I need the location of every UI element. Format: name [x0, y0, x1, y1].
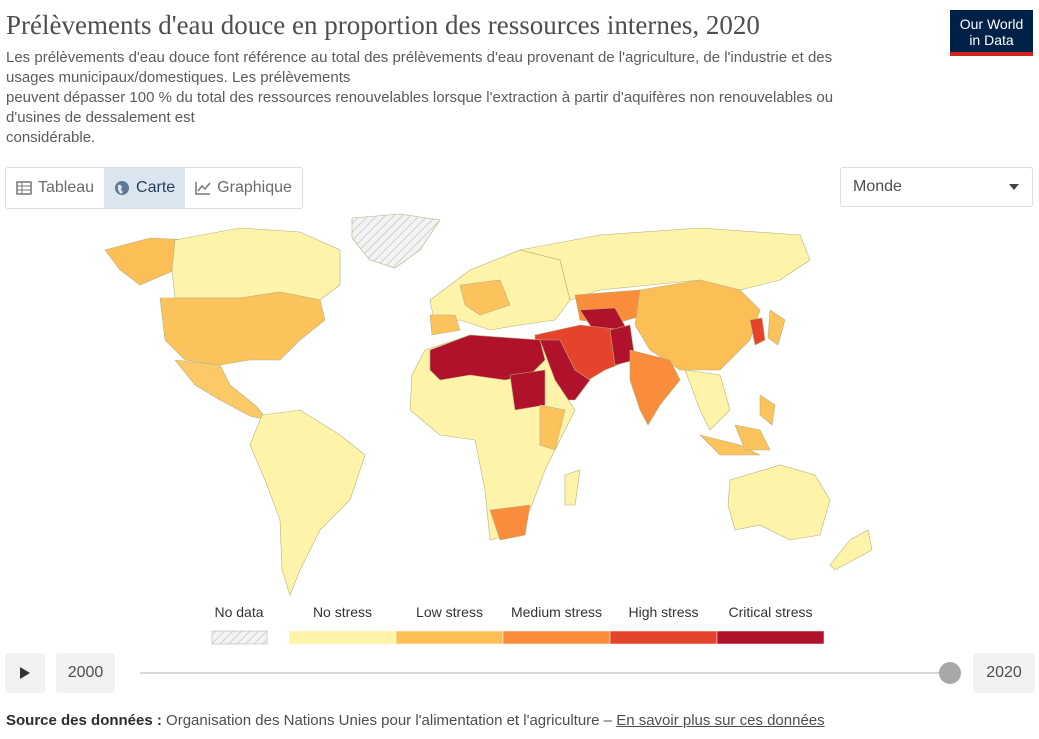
legend-label: Critical stress	[728, 604, 812, 620]
chart-icon	[195, 182, 211, 195]
region-label: Monde	[853, 178, 902, 195]
subtitle: Les prélèvements d'eau douce font référe…	[6, 48, 926, 148]
legend-swatch	[502, 630, 611, 645]
logo-text: Our World	[959, 16, 1024, 32]
source-label: Source des données :	[6, 712, 162, 729]
legend-swatch	[288, 630, 397, 645]
country[interactable]	[429, 314, 461, 336]
globe-icon	[115, 181, 130, 195]
country[interactable]	[564, 469, 581, 506]
play-icon	[20, 667, 30, 679]
legend-label: No stress	[313, 604, 372, 620]
tab[interactable]: Tableau	[6, 168, 104, 208]
map: No data No stress Low stress Medium stress H…	[104, 213, 873, 645]
tab-label: Carte	[136, 179, 176, 196]
legend-swatch	[609, 630, 718, 645]
country[interactable]	[459, 279, 511, 316]
end-year[interactable]: 2020	[973, 653, 1035, 693]
country[interactable]	[727, 464, 831, 541]
start-year[interactable]: 2000	[56, 653, 115, 693]
subtitle-line: Les prélèvements d'eau douce font référe…	[6, 49, 833, 66]
legend: No data No stress Low stress Medium stress H…	[211, 604, 825, 645]
subtitle-line: peuvent dépasser 100 % du total des ress…	[6, 89, 834, 106]
country[interactable]	[634, 279, 761, 371]
country[interactable]	[734, 424, 771, 451]
country[interactable]	[171, 227, 341, 301]
country[interactable]	[509, 369, 546, 411]
country[interactable]	[159, 291, 326, 366]
dropdown-arrow	[1009, 184, 1019, 190]
legend-label: High stress	[628, 604, 698, 620]
legend-label: Low stress	[416, 604, 483, 620]
tab-label: Tableau	[38, 179, 95, 196]
countries	[104, 213, 873, 596]
table-icon	[16, 181, 32, 195]
legend-swatch	[716, 630, 825, 645]
slider-handle[interactable]	[939, 662, 961, 684]
legend-swatch	[395, 630, 504, 645]
country[interactable]	[767, 309, 786, 346]
country[interactable]	[629, 349, 681, 426]
tabs: Tableau Carte Graphique	[5, 167, 303, 209]
region-select[interactable]: Monde	[840, 167, 1033, 207]
legend-label: No data	[214, 604, 263, 620]
tab[interactable]: Carte	[104, 168, 186, 208]
timeline: 2000 2020	[5, 653, 1035, 695]
country[interactable]	[489, 504, 531, 541]
country[interactable]	[174, 359, 269, 421]
legend-swatch	[211, 630, 268, 645]
slider[interactable]	[140, 661, 970, 685]
subtitle-line: usages municipaux/domestiques. Les prélè…	[6, 69, 351, 86]
play-button[interactable]	[5, 653, 45, 693]
logo-text: in Data	[969, 32, 1014, 48]
title: Prélèvements d'eau douce en proportion d…	[6, 10, 760, 40]
country[interactable]	[684, 369, 731, 431]
country[interactable]	[539, 404, 566, 451]
source-text: Organisation des Nations Unies pour l'al…	[166, 712, 617, 729]
source-link[interactable]: En savoir plus sur ces données	[616, 712, 825, 729]
tab-label: Graphique	[217, 179, 292, 196]
subtitle-line: d'usines de dessalement est	[6, 109, 195, 126]
source: Source des données : Organisation des Na…	[6, 711, 846, 730]
tab[interactable]: Graphique	[185, 168, 302, 208]
country[interactable]	[351, 213, 441, 269]
country[interactable]	[829, 529, 873, 571]
logo[interactable]: Our World in Data	[950, 10, 1033, 56]
country[interactable]	[249, 409, 366, 596]
country[interactable]	[749, 317, 766, 346]
subtitle-line: considérable.	[6, 129, 96, 146]
country[interactable]	[759, 394, 776, 426]
legend-label: Medium stress	[511, 604, 602, 620]
